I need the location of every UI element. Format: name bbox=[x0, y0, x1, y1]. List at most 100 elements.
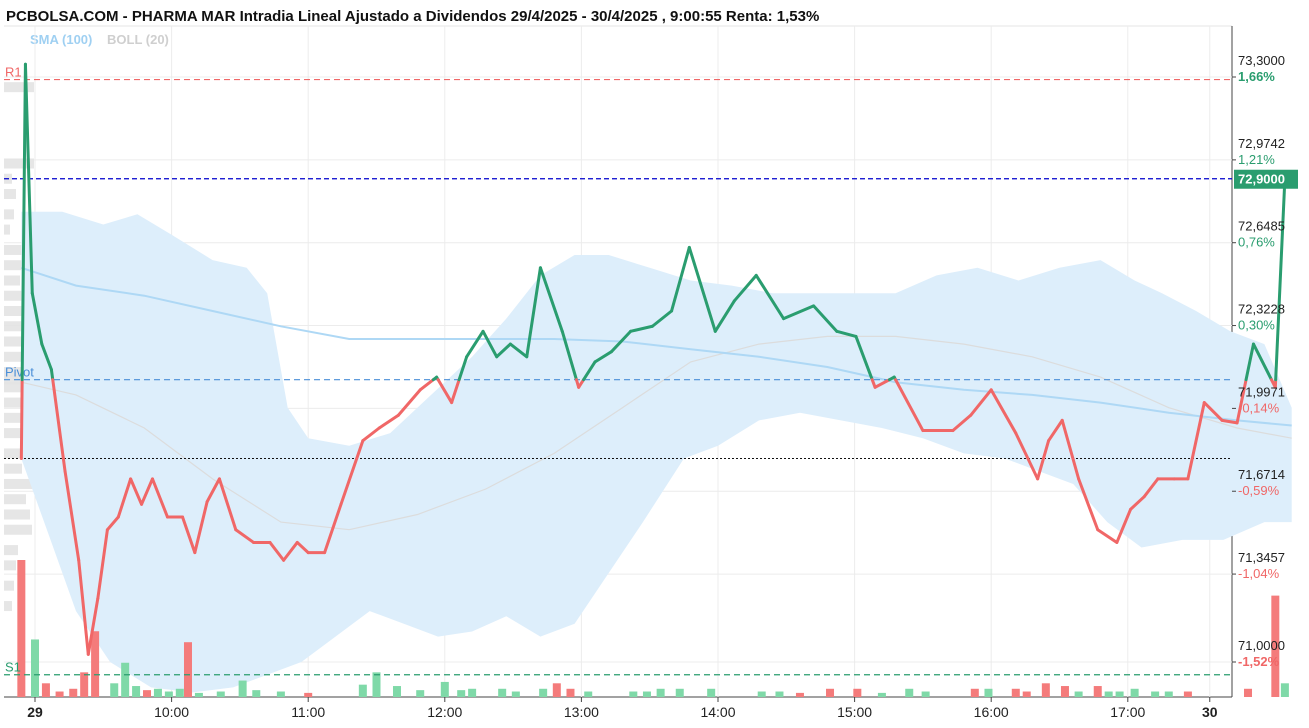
order-book-bar bbox=[4, 463, 22, 474]
price-segment bbox=[812, 304, 839, 333]
volume-bar bbox=[1271, 595, 1280, 697]
price-segment bbox=[181, 515, 197, 555]
order-book-bar bbox=[4, 478, 40, 489]
order-book-bar bbox=[4, 275, 20, 286]
volume-bar bbox=[468, 688, 477, 697]
y-tick-percent: -1,52% bbox=[1238, 654, 1280, 669]
price-segment bbox=[481, 329, 499, 359]
price-segment bbox=[609, 329, 633, 354]
x-tick-label: 15:00 bbox=[837, 704, 872, 720]
y-tick-label: 72,3228 bbox=[1238, 302, 1285, 317]
volume-bar bbox=[1151, 691, 1160, 697]
price-segment bbox=[560, 329, 578, 382]
current-price-box bbox=[1234, 169, 1298, 189]
price-segment bbox=[732, 273, 758, 303]
price-segment bbox=[396, 388, 422, 417]
price-segment bbox=[593, 350, 613, 364]
x-tick-label: 10:00 bbox=[154, 704, 189, 720]
price-segment bbox=[1186, 401, 1206, 481]
price-segment bbox=[835, 329, 858, 338]
price-segment bbox=[116, 477, 133, 519]
y-tick-percent: -1,04% bbox=[1238, 566, 1280, 581]
price-segment bbox=[418, 378, 435, 392]
volume-bar bbox=[905, 688, 914, 697]
price-segment bbox=[19, 378, 24, 461]
x-tick-label: 11:00 bbox=[291, 704, 325, 720]
price-segment bbox=[525, 266, 542, 359]
x-tick-label: 29 bbox=[27, 704, 43, 720]
price-segment bbox=[1077, 477, 1100, 532]
volume-bar bbox=[757, 691, 766, 697]
current-price-label: 72,9000 bbox=[1238, 172, 1285, 187]
price-segment bbox=[105, 515, 120, 532]
price-segment bbox=[40, 342, 53, 371]
order-book-bar bbox=[4, 580, 14, 591]
price-segment bbox=[754, 273, 786, 321]
order-book-bar bbox=[4, 448, 30, 459]
volume-bar bbox=[775, 691, 784, 697]
volume-bar bbox=[143, 690, 152, 697]
x-tick-label: 17:00 bbox=[1110, 704, 1145, 720]
price-segment bbox=[217, 477, 238, 532]
price-segment bbox=[782, 304, 816, 321]
volume-bar bbox=[1244, 688, 1253, 697]
volume-bar bbox=[31, 639, 39, 697]
price-segment bbox=[1274, 177, 1287, 382]
volume-bar bbox=[183, 642, 192, 697]
y-tick-percent: 0,30% bbox=[1238, 318, 1275, 333]
volume-bar bbox=[194, 692, 203, 697]
price-segment bbox=[323, 502, 343, 555]
volume-bar bbox=[1060, 686, 1069, 697]
volume-bar bbox=[1093, 686, 1102, 697]
price-segment bbox=[577, 378, 586, 389]
order-book-bar bbox=[4, 82, 34, 93]
price-segment bbox=[873, 378, 891, 389]
volume-bar bbox=[457, 690, 466, 697]
price-segment bbox=[51, 378, 67, 473]
price-segment bbox=[629, 324, 654, 333]
volume-bar bbox=[1183, 691, 1192, 697]
volume-bar bbox=[1104, 691, 1113, 697]
price-segment bbox=[465, 329, 485, 359]
y-tick-percent: 0,76% bbox=[1238, 235, 1275, 250]
order-book-bar bbox=[4, 336, 28, 347]
price-segment bbox=[713, 299, 736, 333]
volume-bar bbox=[1074, 691, 1083, 697]
x-tick-label: 13:00 bbox=[564, 704, 599, 720]
order-book-bar bbox=[4, 244, 22, 255]
price-segment bbox=[495, 342, 512, 359]
bollinger-band-area bbox=[21, 211, 1292, 693]
volume-bar bbox=[153, 688, 162, 697]
order-book-bar bbox=[4, 545, 18, 556]
volume-bar bbox=[984, 688, 993, 697]
volume-bar bbox=[276, 691, 285, 697]
volume-bar bbox=[69, 688, 78, 697]
y-tick-percent: -0,59% bbox=[1238, 483, 1280, 498]
volume-bars bbox=[17, 560, 1289, 697]
price-segment bbox=[49, 368, 55, 382]
price-segment bbox=[77, 558, 90, 656]
volume-bar bbox=[1022, 691, 1031, 697]
price-segment bbox=[1115, 507, 1133, 544]
volume-bar bbox=[1041, 683, 1050, 697]
volume-bar bbox=[80, 672, 89, 697]
volume-bar bbox=[629, 691, 638, 697]
order-book-bar bbox=[4, 601, 12, 612]
price-segment bbox=[1244, 342, 1255, 382]
volume-bar bbox=[566, 688, 575, 697]
price-segment bbox=[538, 266, 564, 333]
price-segment bbox=[140, 477, 154, 506]
sma-line bbox=[20, 266, 1292, 427]
volume-bar bbox=[1280, 683, 1289, 697]
volume-bar bbox=[392, 686, 401, 697]
price-segment bbox=[894, 378, 925, 433]
price-segment bbox=[650, 309, 674, 328]
volume-bar bbox=[1115, 691, 1124, 697]
order-book-bar bbox=[4, 494, 26, 505]
x-tick-label: 12:00 bbox=[427, 704, 462, 720]
volume-bar bbox=[216, 691, 225, 697]
volume-bar bbox=[121, 662, 130, 697]
bollinger-middle-line bbox=[21, 335, 1292, 531]
x-axis: 29 10:00 11:00 12:00 13:00 14:00 15:00 16:00 17:… bbox=[27, 697, 1218, 720]
order-book-bar bbox=[4, 189, 16, 199]
